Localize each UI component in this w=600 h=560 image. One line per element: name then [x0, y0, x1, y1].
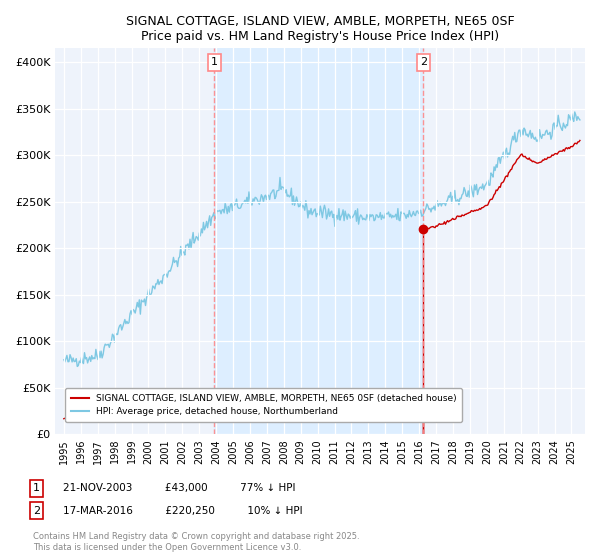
Bar — [214, 48, 424, 434]
Text: 17-MAR-2016          £220,250          10% ↓ HPI: 17-MAR-2016 £220,250 10% ↓ HPI — [63, 506, 302, 516]
Title: SIGNAL COTTAGE, ISLAND VIEW, AMBLE, MORPETH, NE65 0SF
Price paid vs. HM Land Reg: SIGNAL COTTAGE, ISLAND VIEW, AMBLE, MORP… — [126, 15, 514, 43]
Text: 1: 1 — [211, 57, 218, 67]
Legend: SIGNAL COTTAGE, ISLAND VIEW, AMBLE, MORPETH, NE65 0SF (detached house), HPI: Ave: SIGNAL COTTAGE, ISLAND VIEW, AMBLE, MORP… — [65, 389, 462, 422]
Text: Contains HM Land Registry data © Crown copyright and database right 2025.
This d: Contains HM Land Registry data © Crown c… — [33, 533, 359, 552]
Text: 2: 2 — [420, 57, 427, 67]
Text: 2: 2 — [33, 506, 40, 516]
Text: 1: 1 — [33, 483, 40, 493]
Text: 21-NOV-2003          £43,000          77% ↓ HPI: 21-NOV-2003 £43,000 77% ↓ HPI — [63, 483, 296, 493]
